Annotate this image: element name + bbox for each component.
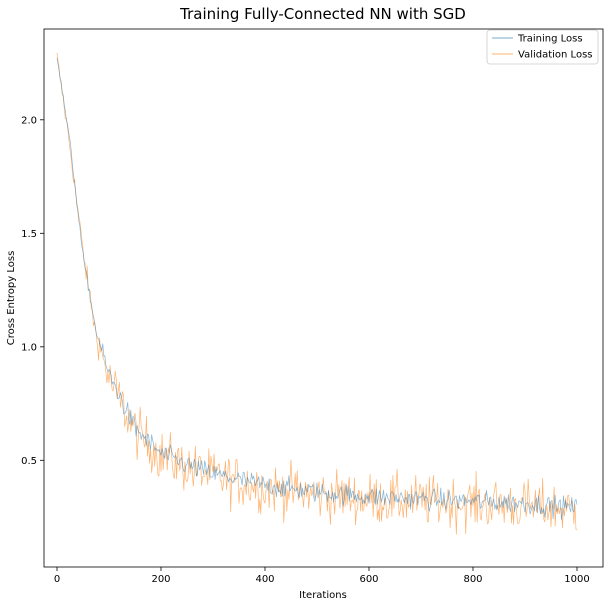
y-axis: 0.5 1.0 1.5 2.0 (21, 115, 44, 467)
x-axis-label: Iterations (299, 590, 347, 601)
legend-box (486, 29, 599, 65)
x-tick-label: 0 (54, 574, 60, 585)
y-tick-label: 1.0 (21, 342, 37, 353)
plot-area (43, 28, 604, 568)
legend-training-label: Training Loss (517, 34, 583, 45)
plot-background (44, 29, 603, 567)
axes-frame (43, 28, 604, 568)
x-tick-label: 200 (151, 574, 170, 585)
x-tick-label: 400 (255, 574, 274, 585)
series-layer (56, 52, 578, 535)
y-axis-label: Cross Entropy Loss (6, 251, 17, 346)
training-loss-line (56, 57, 578, 520)
y-tick-label: 1.5 (21, 229, 37, 240)
legend: Training Loss Validation Loss (486, 29, 599, 65)
x-tick-label: 800 (463, 574, 482, 585)
x-tick-label: 600 (359, 574, 378, 585)
chart-title: Training Fully-Connected NN with SGD (179, 5, 466, 23)
x-axis: 0 200 400 600 800 1000 (54, 567, 590, 585)
validation-loss-line (56, 52, 578, 535)
y-tick-label: 0.5 (21, 456, 37, 467)
legend-validation-label: Validation Loss (518, 50, 593, 61)
x-tick-label: 1000 (564, 574, 589, 585)
y-tick-label: 2.0 (21, 115, 37, 126)
